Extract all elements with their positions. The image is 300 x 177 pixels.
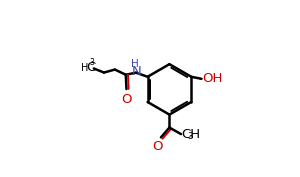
Text: H: H [131, 59, 139, 69]
Text: H: H [81, 63, 88, 73]
Text: 3: 3 [89, 58, 94, 67]
Text: N: N [132, 65, 142, 78]
Text: OH: OH [202, 72, 223, 85]
Text: O: O [121, 93, 132, 106]
Text: C: C [86, 61, 95, 74]
Text: 3: 3 [187, 132, 193, 141]
Text: O: O [153, 140, 163, 153]
Text: CH: CH [182, 128, 200, 141]
